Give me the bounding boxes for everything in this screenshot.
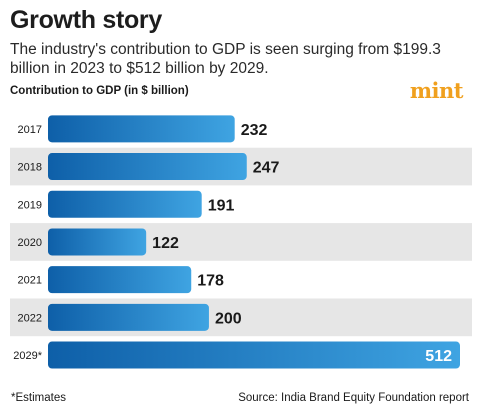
data-label: 247	[253, 160, 280, 177]
bar	[48, 266, 192, 294]
footnote: *Estimates	[11, 392, 66, 404]
category-label: 2020	[18, 237, 42, 249]
bar	[48, 341, 460, 369]
category-label: 2019	[18, 199, 42, 211]
data-label: 512	[425, 348, 452, 365]
category-label: 2029*	[13, 350, 42, 362]
mint-logo: mint	[409, 78, 464, 103]
bar	[48, 303, 209, 331]
category-label: 2021	[18, 275, 42, 287]
data-label: 122	[152, 235, 179, 252]
source-note: Source: India Brand Equity Foundation re…	[238, 392, 469, 404]
bar	[48, 153, 247, 181]
chart-title: Growth story	[10, 6, 162, 34]
bar	[48, 190, 202, 218]
category-label: 2022	[18, 312, 42, 324]
category-label: 2017	[18, 124, 42, 136]
data-label: 200	[215, 310, 242, 327]
chart-subtitle: The industry's contribution to GDP is se…	[10, 41, 441, 77]
category-label: 2018	[18, 162, 42, 174]
bar	[48, 228, 147, 256]
bar	[48, 115, 235, 143]
axis-label: Contribution to GDP (in $ billion)	[10, 85, 189, 97]
data-label: 191	[208, 197, 235, 214]
data-label: 178	[197, 273, 224, 290]
data-label: 232	[241, 122, 268, 139]
